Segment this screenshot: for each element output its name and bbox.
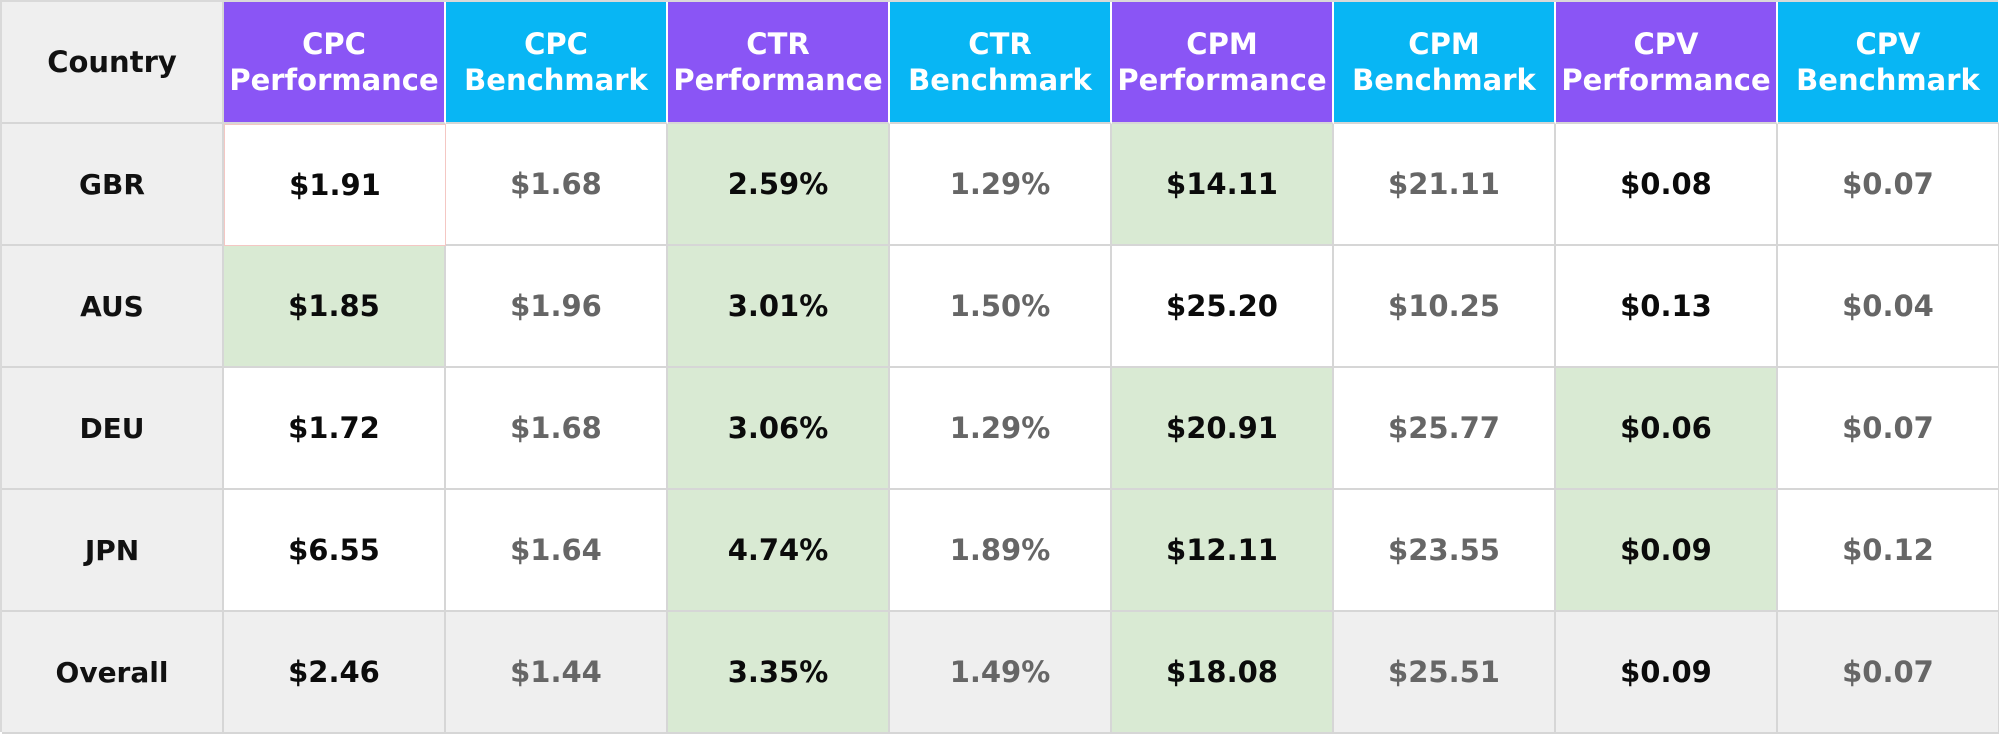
table-cell: $0.07 [1778, 612, 1999, 734]
table-cell: $12.11 [1112, 490, 1334, 612]
table-cell: $0.07 [1778, 124, 1999, 246]
table-cell: $0.09 [1556, 612, 1778, 734]
table-cell: $0.06 [1556, 368, 1778, 490]
header-line2: Performance [673, 63, 883, 97]
header-line2: Benchmark [1796, 63, 1980, 97]
header-line2: Benchmark [464, 63, 648, 97]
header-line2: Performance [229, 63, 439, 97]
table-cell: $1.91 [224, 124, 446, 246]
header-line1: CPV [1855, 26, 1921, 61]
table-cell: $1.68 [446, 124, 668, 246]
table-cell: $1.85 [224, 246, 446, 368]
table-cell: 2.59% [668, 124, 890, 246]
table-cell: $0.09 [1556, 490, 1778, 612]
table-cell: $2.46 [224, 612, 446, 734]
header-cpv-performance: CPV Performance [1556, 2, 1778, 124]
table-cell: $1.44 [446, 612, 668, 734]
header-cpm-performance: CPM Performance [1112, 2, 1334, 124]
row-header-country: JPN [2, 490, 224, 612]
table-cell: 1.50% [890, 246, 1112, 368]
table-cell: $1.64 [446, 490, 668, 612]
header-line1: CPM [1408, 26, 1480, 61]
table-cell: 1.29% [890, 368, 1112, 490]
header-cpm-benchmark: CPM Benchmark [1334, 2, 1556, 124]
table-cell: $0.07 [1778, 368, 1999, 490]
table-cell: $1.96 [446, 246, 668, 368]
table-cell: $0.08 [1556, 124, 1778, 246]
header-line2: Performance [1117, 63, 1327, 97]
row-header-country: Overall [2, 612, 224, 734]
header-ctr-performance: CTR Performance [668, 2, 890, 124]
header-line1: CPV [1633, 26, 1699, 61]
table-cell: $25.20 [1112, 246, 1334, 368]
table-cell: 3.06% [668, 368, 890, 490]
table-cell: 1.29% [890, 124, 1112, 246]
row-header-country: AUS [2, 246, 224, 368]
table-cell: 1.49% [890, 612, 1112, 734]
table-cell: $0.04 [1778, 246, 1999, 368]
table-cell: $20.91 [1112, 368, 1334, 490]
table-cell: $1.68 [446, 368, 668, 490]
table-cell: $6.55 [224, 490, 446, 612]
table-cell: $18.08 [1112, 612, 1334, 734]
table-cell: $25.77 [1334, 368, 1556, 490]
table-cell: $23.55 [1334, 490, 1556, 612]
table-cell: $1.72 [224, 368, 446, 490]
table-cell: $14.11 [1112, 124, 1334, 246]
header-line1: CTR [746, 26, 810, 61]
header-line2: Performance [1561, 63, 1771, 97]
table-cell: 3.35% [668, 612, 890, 734]
header-line2: Benchmark [1352, 63, 1536, 97]
table-cell: $25.51 [1334, 612, 1556, 734]
header-cpv-benchmark: CPV Benchmark [1778, 2, 1999, 124]
header-cpc-benchmark: CPC Benchmark [446, 2, 668, 124]
row-header-country: GBR [2, 124, 224, 246]
table-cell: 1.89% [890, 490, 1112, 612]
header-line1: CTR [968, 26, 1032, 61]
header-line1: CPC [302, 26, 366, 61]
country-column-header: Country [2, 2, 224, 124]
header-line2: Benchmark [908, 63, 1092, 97]
header-line1: CPM [1186, 26, 1258, 61]
table-cell: $10.25 [1334, 246, 1556, 368]
table-cell: $21.11 [1334, 124, 1556, 246]
table-cell: 4.74% [668, 490, 890, 612]
row-header-country: DEU [2, 368, 224, 490]
table-cell: 3.01% [668, 246, 890, 368]
table-cell: $0.12 [1778, 490, 1999, 612]
header-ctr-benchmark: CTR Benchmark [890, 2, 1112, 124]
header-line1: CPC [524, 26, 588, 61]
table-cell: $0.13 [1556, 246, 1778, 368]
header-cpc-performance: CPC Performance [224, 2, 446, 124]
